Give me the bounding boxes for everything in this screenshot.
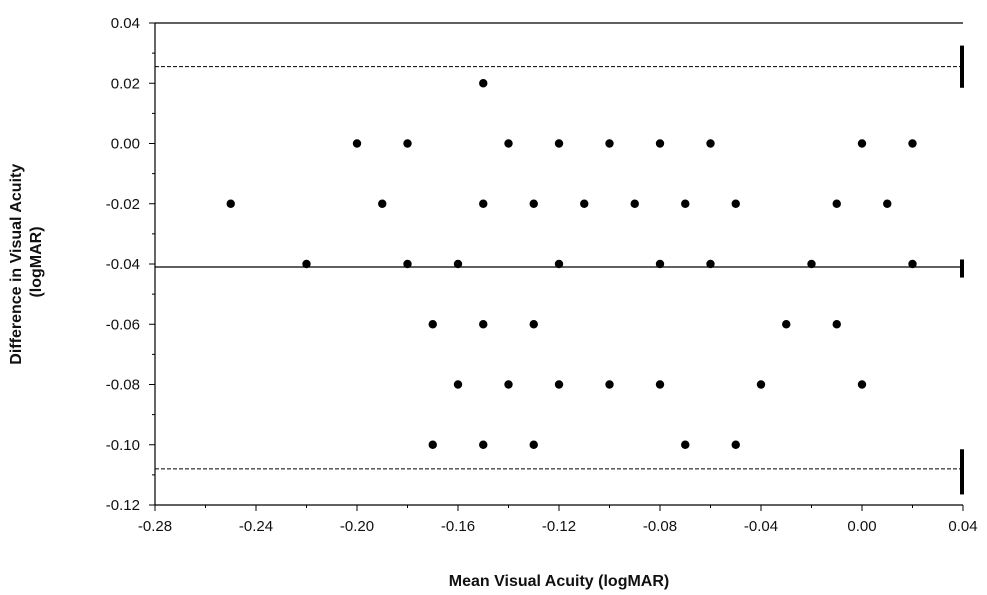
data-point <box>908 259 917 269</box>
y-tick-label: -0.10 <box>106 437 140 454</box>
data-point <box>479 320 488 329</box>
x-axis-tick-labels: -0.28 -0.24 -0.20 -0.16 -0.12 -0.08 -0.04 0.00 0… <box>138 518 978 535</box>
data-point <box>883 199 892 208</box>
y-axis-title-line-2: (logMAR) <box>28 226 45 297</box>
x-axis-ticks <box>154 505 964 511</box>
y-tick-label: -0.08 <box>106 377 140 394</box>
data-point <box>479 440 488 449</box>
data-point <box>352 139 362 148</box>
x-tick-label: -0.12 <box>542 518 576 535</box>
y-tick-label: 0.00 <box>111 136 140 153</box>
data-point <box>681 440 690 449</box>
data-point <box>378 199 387 208</box>
data-point <box>706 139 715 148</box>
data-points <box>226 79 917 449</box>
data-point <box>655 259 665 269</box>
data-point <box>655 380 665 389</box>
x-tick-label: -0.04 <box>744 518 778 535</box>
data-point <box>681 199 690 208</box>
y-axis-tick-labels: -0.12 -0.10 -0.08 -0.06 -0.04 -0.02 0.00 0.02 0.… <box>106 15 140 514</box>
data-point <box>428 320 437 329</box>
y-tick-label: 0.04 <box>111 15 140 32</box>
y-tick-label: -0.12 <box>106 497 140 514</box>
y-axis-title-line-1: Difference in Visual Acuity <box>8 164 25 365</box>
data-point <box>756 380 766 389</box>
data-point <box>782 320 791 329</box>
data-point <box>731 440 740 449</box>
data-point <box>832 320 841 329</box>
data-point <box>302 259 311 269</box>
data-point <box>428 440 437 449</box>
data-point <box>504 380 513 389</box>
data-point <box>529 320 538 329</box>
data-point <box>857 139 867 148</box>
data-point <box>580 199 589 208</box>
y-tick-label: -0.02 <box>106 196 140 213</box>
data-point <box>554 139 564 148</box>
x-tick-label: -0.24 <box>239 518 273 535</box>
x-tick-label: -0.20 <box>340 518 374 535</box>
x-tick-label: -0.28 <box>138 518 172 535</box>
data-point <box>554 380 564 389</box>
y-tick-label: -0.06 <box>106 316 140 333</box>
data-point <box>554 259 564 269</box>
data-point <box>453 259 463 269</box>
x-tick-label: -0.16 <box>441 518 475 535</box>
data-point <box>655 139 665 148</box>
y-axis-ticks <box>149 22 155 506</box>
data-point <box>403 259 412 269</box>
data-point <box>908 139 917 148</box>
data-point <box>731 199 740 208</box>
data-point <box>605 139 614 148</box>
data-point <box>605 380 614 389</box>
x-axis-title: Mean Visual Acuity (logMAR) <box>449 573 669 590</box>
data-point <box>479 79 488 88</box>
data-point <box>453 380 463 389</box>
data-point <box>857 380 867 389</box>
data-point <box>832 199 841 208</box>
y-axis-title: Difference in Visual Acuity (logMAR) <box>8 159 45 364</box>
data-point <box>529 440 538 449</box>
data-point <box>529 199 538 208</box>
data-point <box>630 199 639 208</box>
data-point <box>403 139 412 148</box>
data-point <box>226 199 235 208</box>
x-tick-label: 0.00 <box>847 518 876 535</box>
y-tick-label: -0.04 <box>106 256 140 273</box>
y-tick-label: 0.02 <box>111 75 140 92</box>
data-point <box>479 199 488 208</box>
x-tick-label: -0.08 <box>643 518 677 535</box>
data-point <box>807 259 816 269</box>
data-point <box>706 259 715 269</box>
x-tick-label: 0.04 <box>948 518 977 535</box>
data-point <box>504 139 513 148</box>
